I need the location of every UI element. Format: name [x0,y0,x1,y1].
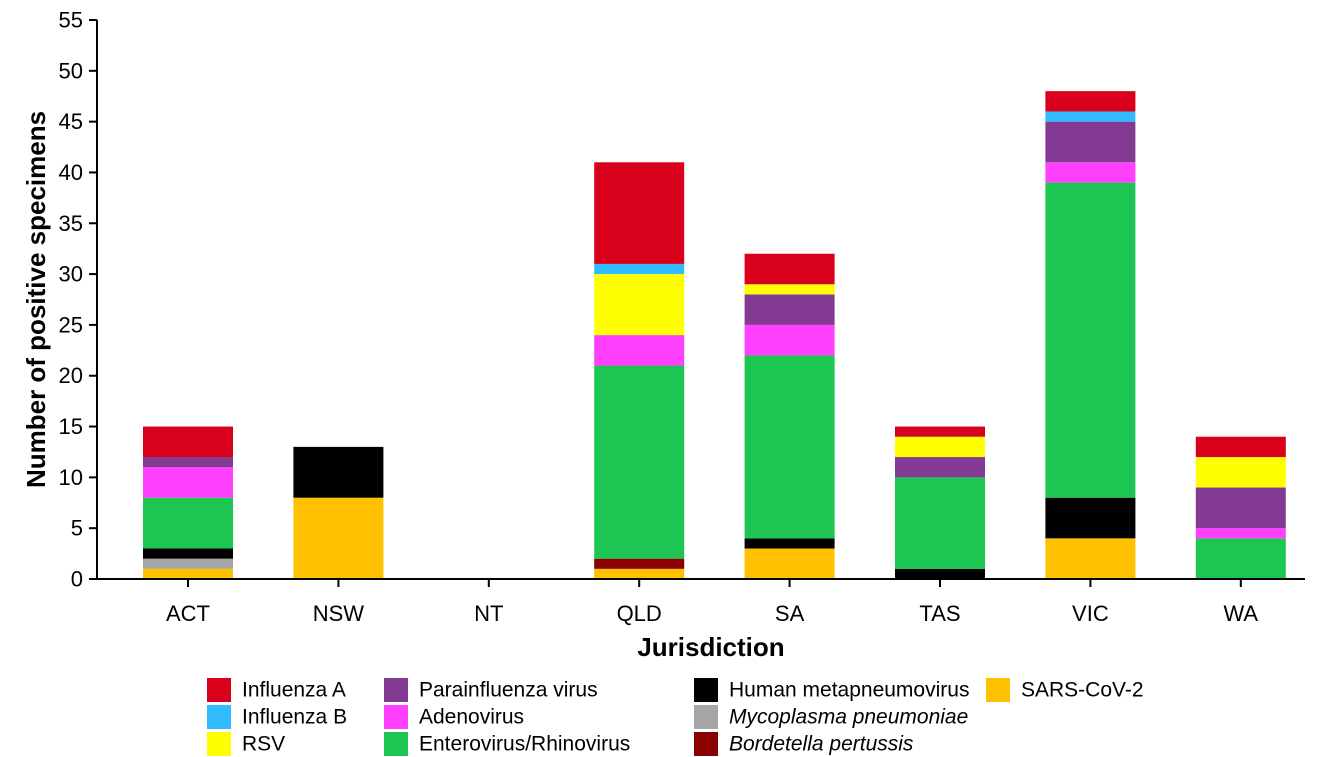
bar-segment-qld [594,365,685,559]
y-tick-label: 35 [59,211,83,236]
bar-segment-nsw [293,497,384,579]
legend-swatch [207,732,231,756]
bar-segment-sa [744,548,835,579]
bar-segment-qld [594,558,685,569]
bar-segment-act [143,568,233,579]
bar-segment-wa [1195,538,1286,579]
y-tick-label: 15 [59,414,83,439]
legend-swatch [384,732,408,756]
bar-segment-act [143,467,233,498]
x-tick-label: SA [775,601,805,626]
y-tick-label: 10 [59,465,83,490]
bar-segment-act [143,426,233,458]
bars-layer [143,91,1286,579]
bar-segment-nsw [293,446,384,498]
bar-segment-sa [744,538,835,549]
bar-segment-sa [744,284,835,295]
legend-label: Influenza A [242,679,346,702]
bar-segment-act [143,457,233,468]
bar-segment-tas [895,477,985,569]
x-tick-label: NT [474,601,503,626]
y-tick-label: 20 [59,363,83,388]
x-axis-title: Jurisdiction [637,632,784,662]
legend-label: Adenovirus [419,706,524,729]
legend-label: RSV [242,733,285,756]
legend: Influenza A Influenza B RSV Parainfluenza v… [207,678,1144,756]
legend-swatch [986,678,1010,702]
y-tick-label: 45 [59,109,83,134]
y-axis-title: Number of positive specimens [21,111,51,488]
bar-segment-wa [1195,457,1286,488]
bar-segment-sa [744,294,835,325]
legend-label: Influenza B [242,706,347,729]
legend-swatch [384,705,408,729]
bar-segment-wa [1195,436,1286,458]
bar-segment-wa [1195,528,1286,539]
x-tick-label: ACT [166,601,210,626]
legend-swatch [384,678,408,702]
bar-segment-qld [594,274,685,336]
x-tick-label: TAS [919,601,960,626]
bar-segment-act [143,497,233,549]
bar-segment-wa [1195,487,1286,529]
bar-segment-qld [594,162,685,264]
x-tick-label: QLD [617,601,662,626]
legend-label: Parainfluenza virus [419,679,598,702]
bar-segment-vic [1045,538,1136,579]
y-tick-label: 30 [59,262,83,287]
bar-segment-tas [895,426,985,437]
legend-swatch [694,732,718,756]
x-tick-label: WA [1223,601,1258,626]
legend-swatch [694,678,718,702]
y-tick-label: 25 [59,312,83,337]
legend-swatch [694,705,718,729]
bar-segment-tas [895,457,985,478]
axes-layer: 0 5 10 15 20 25 30 35 40 45 50 55 ACT NSW NT QLD SA TAS VI… [59,8,1305,626]
bar-segment-sa [744,355,835,539]
bar-segment-qld [594,263,685,275]
bar-segment-vic [1045,497,1136,539]
bar-segment-vic [1045,111,1136,122]
bar-segment-vic [1045,182,1136,498]
legend-label: SARS-CoV-2 [1021,679,1144,702]
bar-segment-sa [744,253,835,285]
bar-segment-qld [594,335,685,366]
x-tick-label: VIC [1072,601,1109,626]
bar-segment-act [143,558,233,569]
legend-label: Mycoplasma pneumoniae [729,706,968,729]
y-tick-label: 0 [71,567,83,592]
legend-swatch [207,678,231,702]
x-tick-label: NSW [313,601,365,626]
legend-swatch [207,705,231,729]
y-tick-label: 5 [71,516,83,541]
legend-label: Enterovirus/Rhinovirus [419,733,630,756]
bar-segment-vic [1045,91,1136,112]
bar-segment-tas [895,436,985,458]
bar-segment-act [143,548,233,559]
bar-segment-vic [1045,162,1136,183]
y-tick-label: 55 [59,8,83,33]
bar-segment-sa [744,324,835,356]
y-tick-label: 50 [59,58,83,83]
bar-segment-vic [1045,121,1136,163]
y-tick-label: 40 [59,160,83,185]
legend-label: Human metapneumovirus [729,679,969,702]
bar-segment-tas [895,568,985,579]
bar-segment-qld [594,568,685,579]
legend-label: Bordetella pertussis [729,733,914,756]
